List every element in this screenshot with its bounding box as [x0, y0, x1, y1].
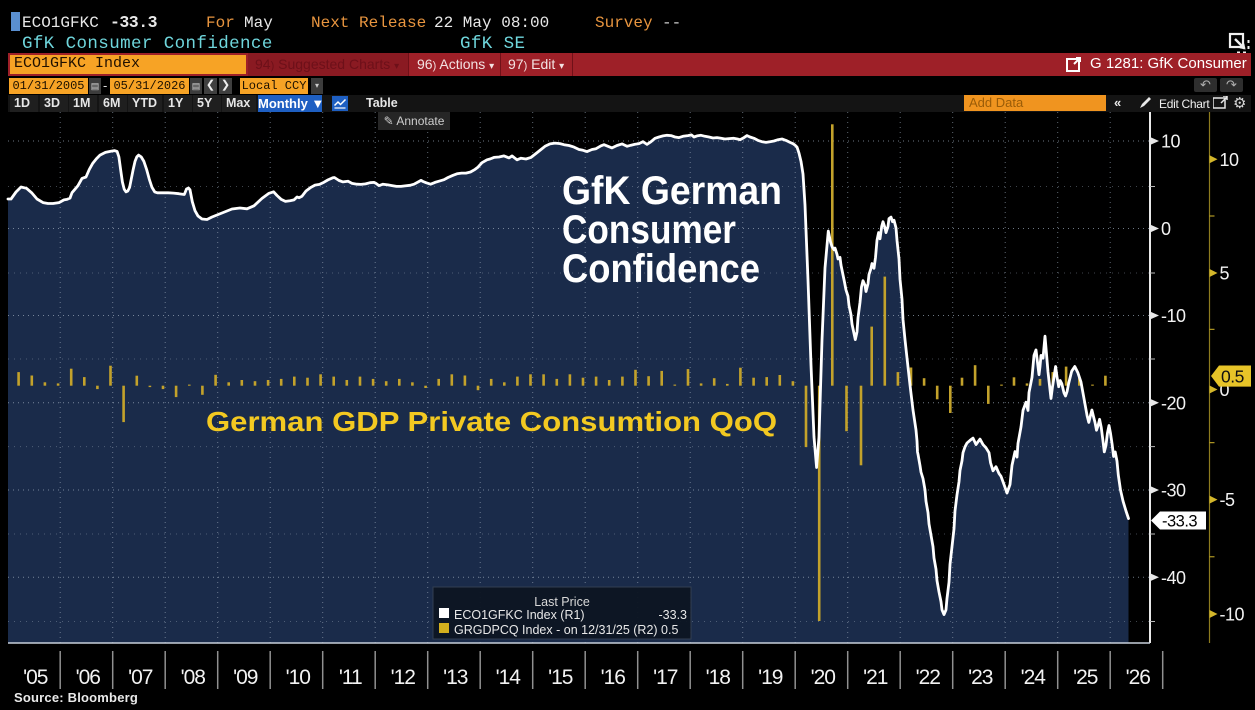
svg-text:-10: -10: [1220, 605, 1245, 625]
svg-text:'21: '21: [863, 666, 888, 689]
svg-text:10: 10: [1220, 150, 1240, 170]
svg-text:-33.3: -33.3: [659, 608, 688, 622]
svg-text:0: 0: [1220, 380, 1230, 400]
svg-text:10: 10: [1161, 132, 1181, 152]
svg-text:'26: '26: [1126, 666, 1151, 689]
svg-text:'17: '17: [653, 666, 678, 689]
svg-text:'12: '12: [391, 666, 416, 689]
svg-text:Confidence: Confidence: [562, 247, 760, 291]
svg-text:'05: '05: [23, 666, 48, 689]
svg-text:0.5: 0.5: [1221, 367, 1244, 387]
svg-text:'19: '19: [758, 666, 783, 689]
svg-text:Last Price: Last Price: [534, 595, 590, 609]
svg-text:'24: '24: [1021, 666, 1047, 689]
svg-text:'25: '25: [1073, 666, 1098, 689]
svg-text:Consumer: Consumer: [562, 208, 736, 252]
svg-text:-33.3: -33.3: [1162, 513, 1197, 531]
svg-text:'22: '22: [916, 666, 941, 689]
svg-text:0: 0: [1161, 219, 1171, 239]
svg-text:'07: '07: [128, 666, 153, 689]
svg-text:German GDP Private Consumtion: German GDP Private Consumtion QoQ: [206, 406, 777, 437]
svg-text:Source: Bloomberg: Source: Bloomberg: [14, 690, 138, 705]
svg-text:-5: -5: [1220, 490, 1235, 510]
svg-text:'18: '18: [706, 666, 731, 689]
svg-text:'10: '10: [286, 666, 311, 689]
svg-text:'13: '13: [443, 666, 468, 689]
svg-text:'23: '23: [968, 666, 993, 689]
svg-text:'15: '15: [548, 666, 573, 689]
svg-text:'14: '14: [496, 666, 522, 689]
svg-text:5: 5: [1220, 264, 1230, 284]
svg-text:GfK German: GfK German: [562, 169, 782, 213]
svg-text:-30: -30: [1161, 481, 1186, 501]
svg-text:-10: -10: [1161, 306, 1186, 326]
svg-text:ECO1GFKC Index (R1): ECO1GFKC Index (R1): [454, 608, 585, 622]
svg-text:'08: '08: [181, 666, 206, 689]
svg-text:'06: '06: [76, 666, 101, 689]
svg-text:GRGDPCQ Index - on 12/31/25: GRGDPCQ Index - on 12/31/25 (R2) 0.5: [454, 623, 678, 637]
svg-text:'09: '09: [233, 666, 258, 689]
svg-text:-40: -40: [1161, 568, 1186, 588]
svg-text:'20: '20: [811, 666, 836, 689]
svg-text:'11: '11: [339, 666, 362, 689]
svg-text:'16: '16: [601, 666, 626, 689]
svg-text:-20: -20: [1161, 393, 1186, 413]
